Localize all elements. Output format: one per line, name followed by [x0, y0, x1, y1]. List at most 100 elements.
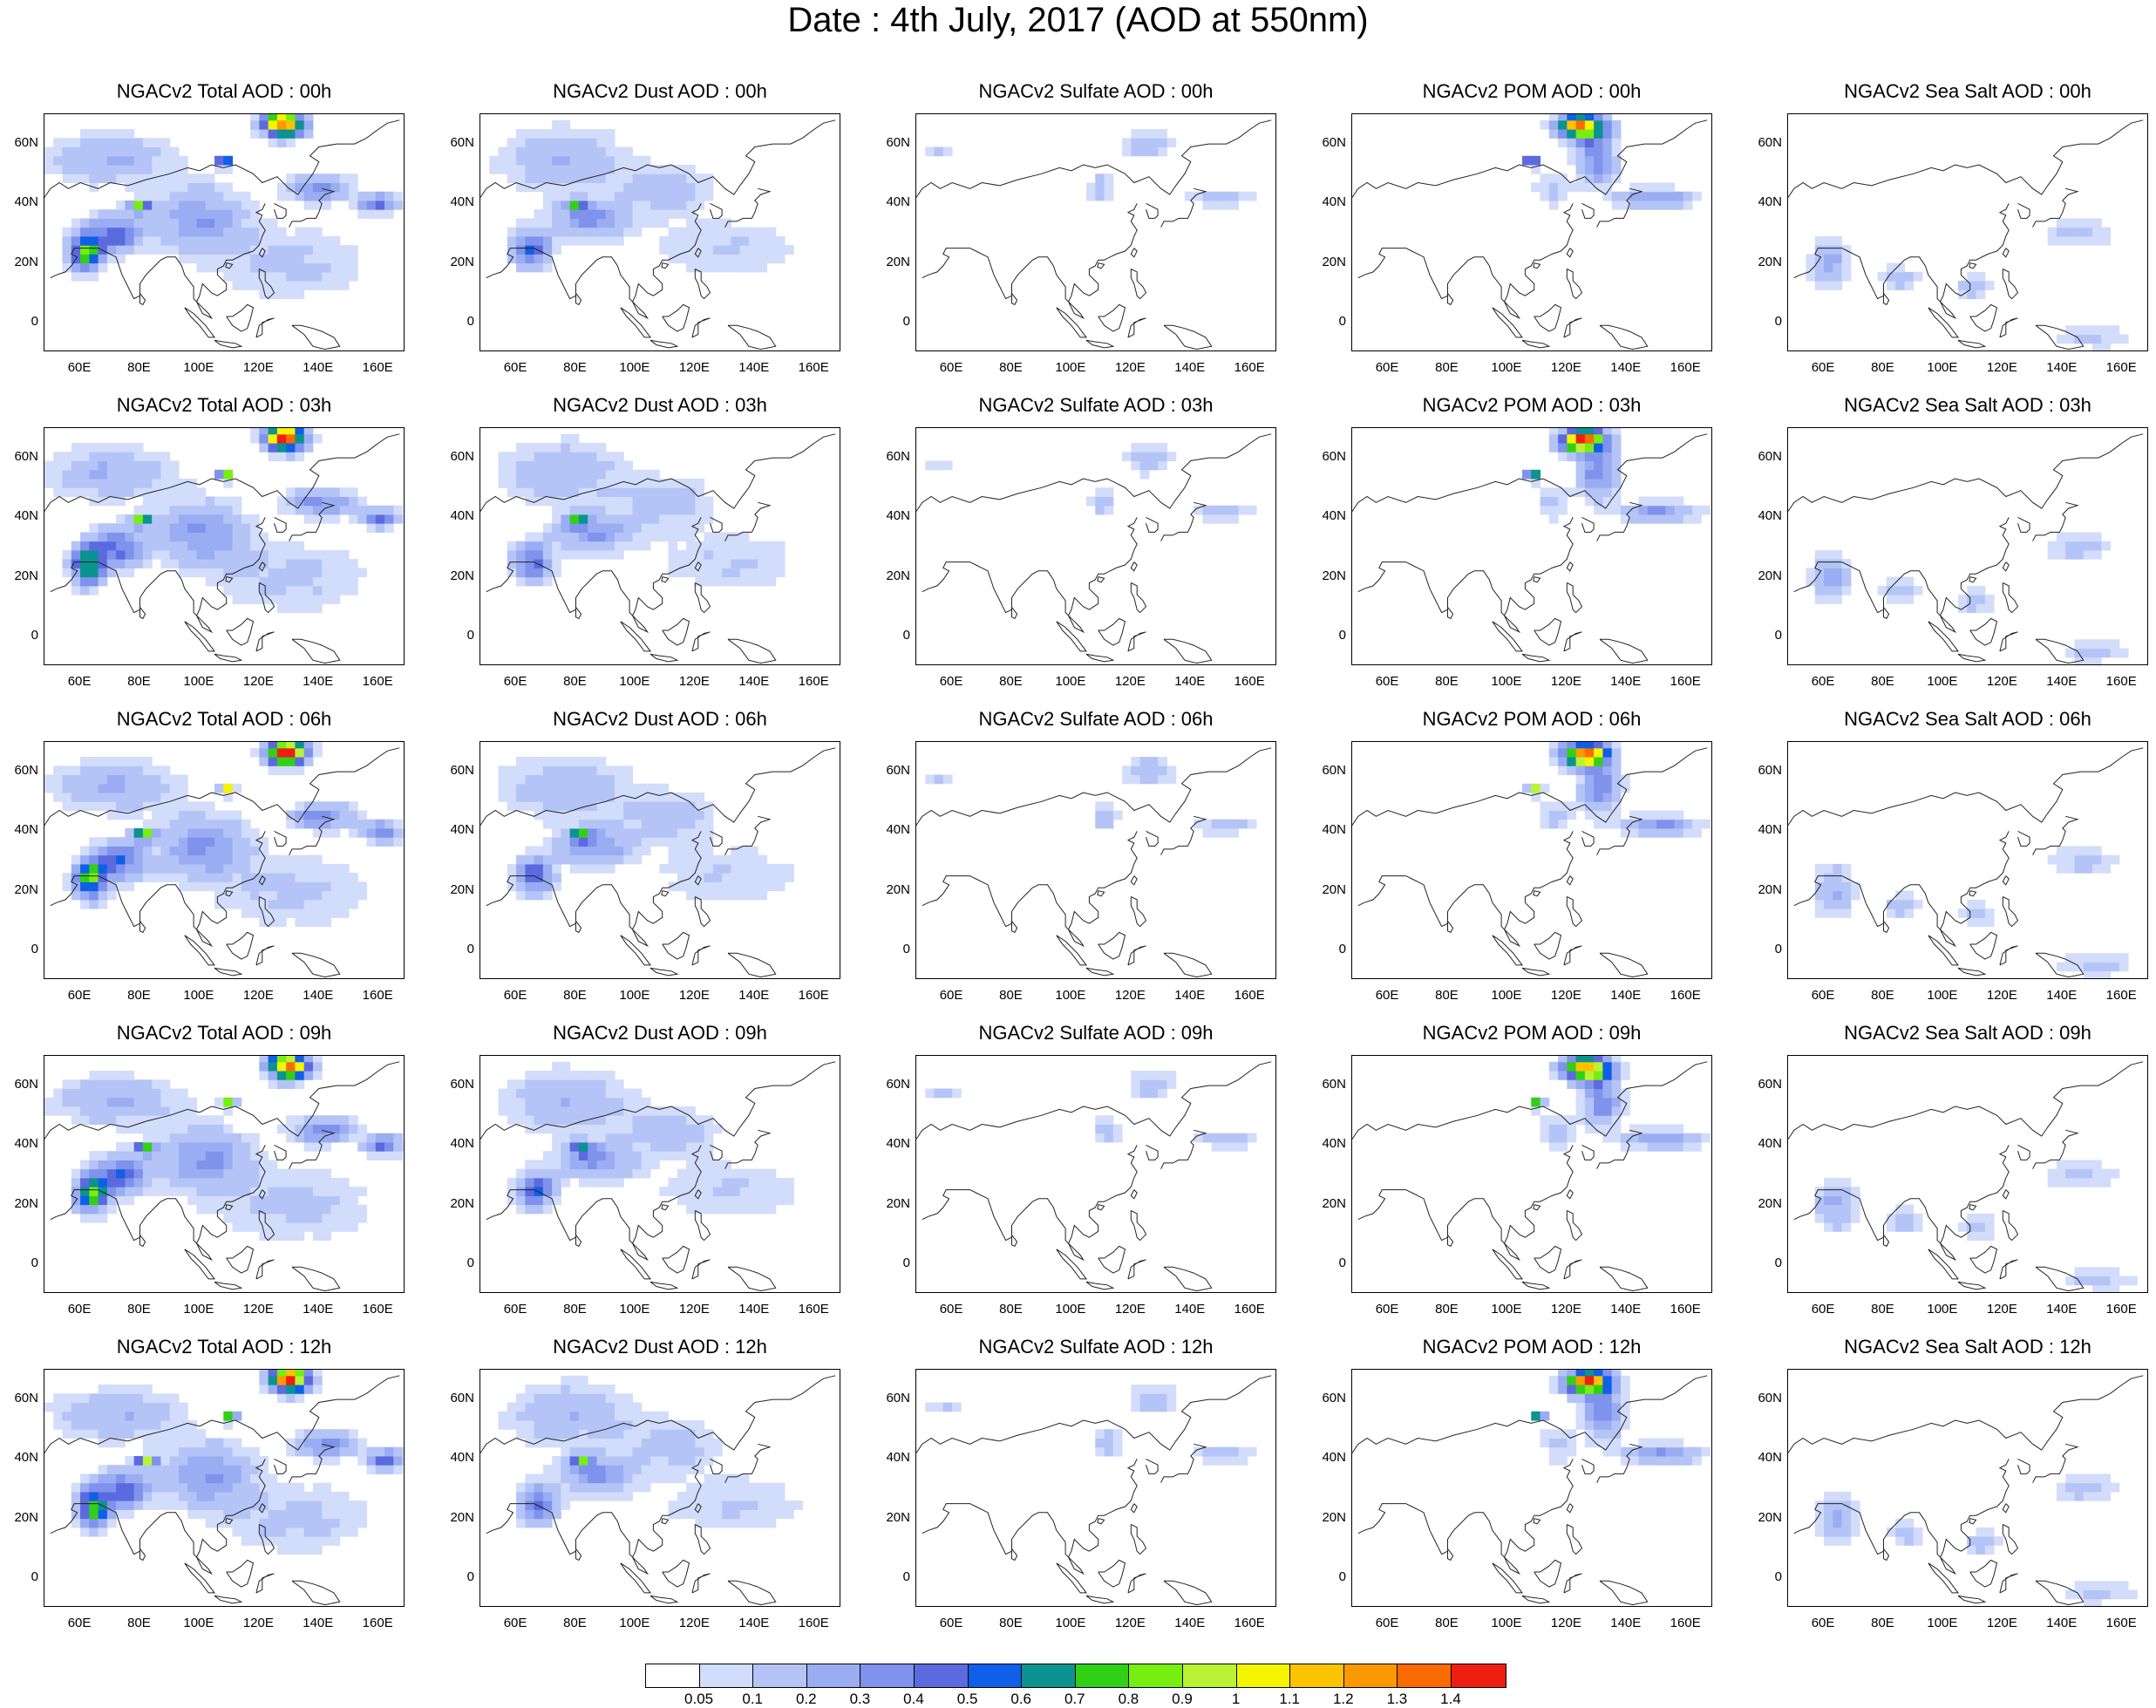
aod-cell — [187, 881, 197, 891]
aod-cell — [704, 541, 714, 551]
aod-cell — [579, 1376, 588, 1385]
aod-cell — [233, 1473, 242, 1483]
aod-cell — [233, 263, 242, 273]
aod-cell — [269, 864, 278, 874]
aod-cell — [89, 1187, 99, 1196]
aod-cell — [543, 236, 553, 246]
aod-cell — [1665, 496, 1675, 506]
aod-cell — [1558, 443, 1568, 453]
aod-cell — [170, 1483, 180, 1493]
aod-cell — [543, 568, 553, 577]
aod-cell — [196, 1429, 206, 1439]
aod-cell — [170, 846, 180, 855]
aod-cell — [286, 272, 296, 282]
aod-cell — [63, 147, 72, 157]
aod-cell — [561, 532, 570, 541]
aod-cell — [233, 236, 242, 246]
aod-cell — [588, 1385, 597, 1394]
aod-cell — [615, 514, 624, 524]
aod-cell — [596, 201, 606, 210]
aod-cell — [250, 1519, 260, 1528]
aod-cell — [686, 1160, 696, 1169]
aod-cell — [196, 201, 206, 210]
aod-cell — [250, 218, 260, 228]
coastline — [662, 891, 669, 896]
coastline — [2003, 1211, 2017, 1241]
aod-cell — [615, 1456, 624, 1466]
aod-cell — [1567, 129, 1576, 139]
aod-cell — [731, 245, 740, 255]
aod-cell — [543, 192, 553, 201]
aod-cell — [776, 881, 786, 891]
aod-cell — [206, 864, 215, 874]
aod-cell — [241, 1456, 251, 1466]
aod-cell — [223, 568, 233, 577]
aod-cell — [99, 1438, 108, 1447]
aod-cell — [695, 810, 704, 820]
aod-cell — [596, 1098, 606, 1107]
aod-cell — [99, 1492, 108, 1501]
aod-cell — [499, 147, 508, 157]
aod-cell — [152, 218, 161, 228]
aod-cell — [1656, 810, 1666, 820]
aod-cell — [677, 514, 687, 524]
lon-label: 100E — [1049, 674, 1092, 689]
aod-cell — [2111, 1169, 2120, 1179]
aod-cell — [632, 1429, 642, 1439]
aod-cell — [143, 228, 153, 237]
lon-label: 160E — [1228, 674, 1271, 689]
aod-cell — [233, 900, 242, 909]
aod-cell — [143, 506, 153, 515]
coastline — [621, 936, 650, 965]
aod-cell — [170, 1133, 180, 1143]
aod-cell — [561, 1160, 570, 1169]
aod-cell — [99, 487, 108, 497]
aod-cell — [152, 846, 161, 855]
coastline — [227, 1246, 254, 1273]
aod-cell — [1095, 1124, 1105, 1133]
aod-cell — [179, 1473, 188, 1483]
aod-cell — [552, 1160, 561, 1169]
aod-cell — [659, 487, 669, 497]
aod-cell — [313, 228, 323, 237]
aod-cell — [250, 855, 260, 865]
lon-label: 160E — [792, 360, 835, 375]
aod-cell — [367, 201, 377, 210]
aod-cell — [525, 568, 534, 577]
aod-cell — [214, 192, 224, 201]
aod-cell — [632, 506, 642, 515]
aod-cell — [669, 236, 678, 246]
aod-cell — [89, 577, 99, 587]
aod-cell — [53, 1089, 63, 1099]
aod-cell — [579, 147, 588, 157]
aod-cell — [322, 1519, 331, 1528]
aod-cell — [1648, 182, 1657, 192]
aod-cell — [63, 470, 72, 480]
aod-cell — [1558, 192, 1568, 201]
aod-cell — [1149, 443, 1159, 453]
aod-cell — [304, 1062, 314, 1072]
aod-cell — [642, 487, 651, 497]
aod-cell — [623, 1142, 633, 1152]
aod-cell — [384, 837, 394, 847]
aod-cell — [1602, 470, 1612, 480]
aod-cell — [196, 1169, 206, 1179]
aod-cell — [596, 1151, 606, 1160]
aod-cell — [632, 1115, 642, 1125]
aod-cell — [89, 1089, 99, 1099]
aod-cell — [223, 586, 233, 595]
aod-cell — [1567, 1133, 1576, 1143]
aod-cell — [313, 801, 323, 811]
aod-cell — [588, 1124, 597, 1133]
aod-cell — [322, 1456, 331, 1466]
aod-cell — [704, 568, 714, 577]
aod-cell — [2119, 963, 2129, 972]
aod-cell — [125, 784, 134, 793]
aod-cell — [570, 1376, 580, 1385]
aod-cell — [642, 1420, 651, 1430]
aod-cell — [160, 1178, 170, 1187]
aod-cell — [1549, 1071, 1559, 1080]
aod-cell — [1594, 461, 1603, 471]
aod-cell — [623, 1438, 633, 1447]
aod-cell — [1612, 461, 1622, 471]
